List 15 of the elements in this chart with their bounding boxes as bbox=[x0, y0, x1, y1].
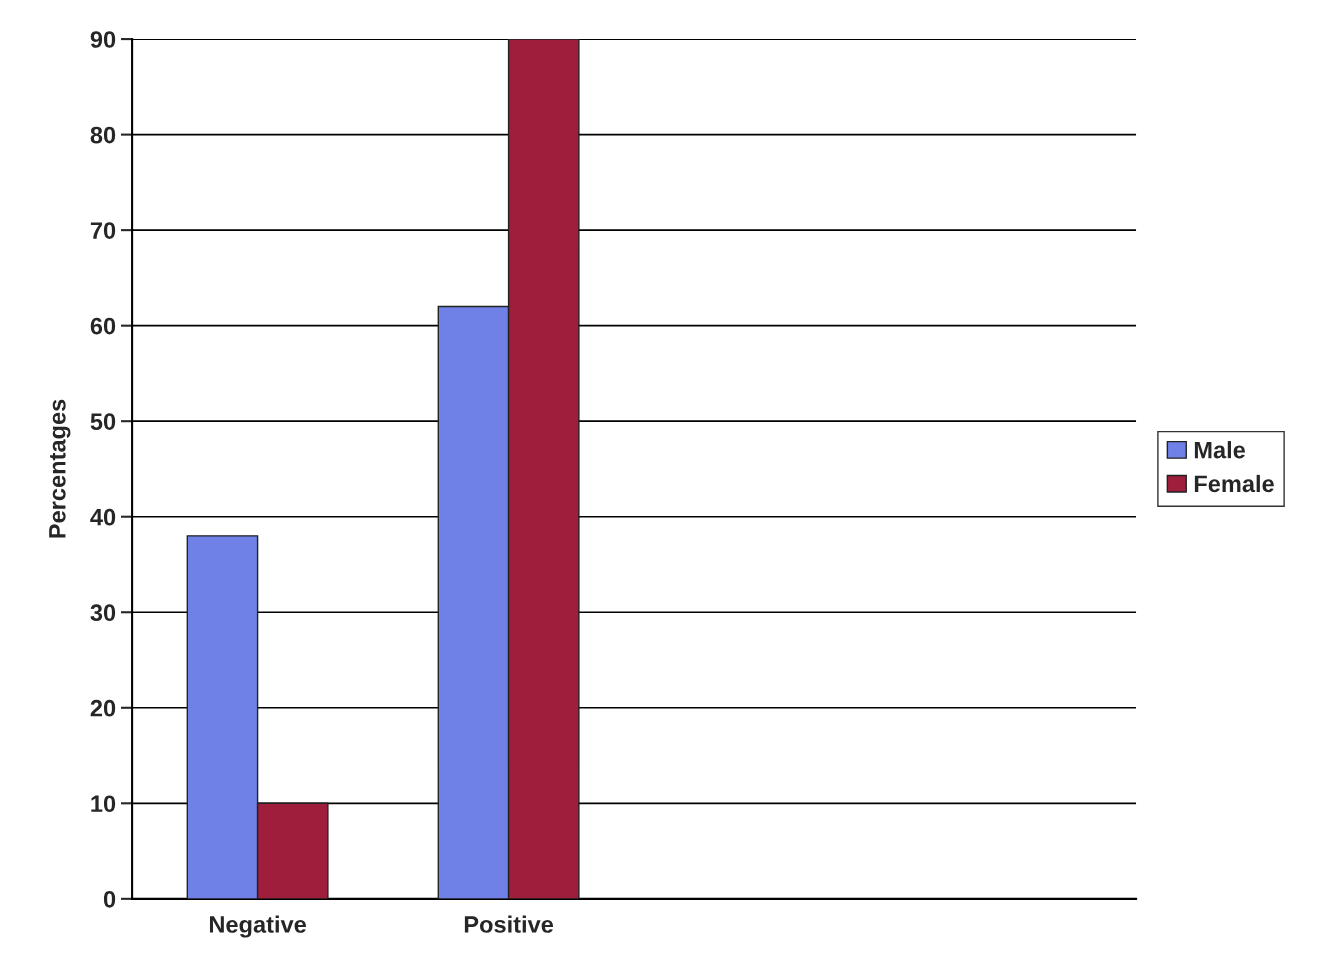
y-axis-title: Percentages bbox=[49, 399, 71, 538]
legend-label: Male bbox=[1194, 441, 1246, 459]
y-tick-label: 20 bbox=[90, 699, 116, 717]
y-tick-label: 70 bbox=[90, 222, 116, 239]
y-tick-label: 60 bbox=[90, 317, 116, 335]
y-tick-label: 50 bbox=[90, 413, 116, 430]
y-tick-label: 30 bbox=[90, 604, 116, 622]
y-tick-label: 80 bbox=[90, 126, 116, 144]
y-tick-label: 0 bbox=[103, 890, 116, 908]
legend-label: Female bbox=[1194, 474, 1274, 493]
x-tick-label: Negative bbox=[209, 915, 306, 938]
y-tick-label: 90 bbox=[90, 31, 116, 48]
y-tick-label: 10 bbox=[91, 795, 116, 813]
y-tick-label: 40 bbox=[90, 508, 116, 526]
x-tick-label: Positive bbox=[464, 915, 554, 933]
